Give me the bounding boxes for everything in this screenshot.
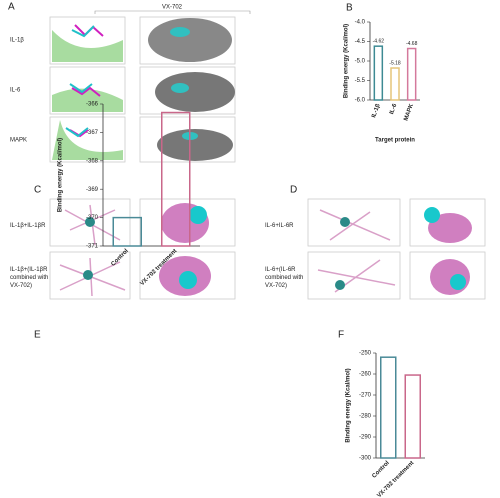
y-axis-title: Binding energy (Kcal/mol) (346, 368, 352, 442)
bar (161, 111, 191, 247)
y-tick-label: -370 (86, 215, 99, 221)
y-tick-label: -367 (86, 130, 99, 136)
y-tick-label: -270 (359, 393, 372, 399)
y-tick-label: -290 (359, 435, 372, 441)
y-tick-label: -4.5 (355, 39, 366, 45)
bar (390, 67, 400, 101)
x-tick-label: Control (371, 460, 391, 480)
bar (373, 45, 384, 101)
y-tick-label: -369 (86, 187, 99, 193)
x-axis-title: Target protein (375, 138, 415, 144)
bar (112, 216, 142, 247)
panel-label: D (290, 185, 297, 196)
bracket (94, 10, 251, 14)
y-tick-label: -260 (359, 372, 372, 378)
x-tick-label: MAPK (403, 103, 415, 122)
row-label: IL-6+IL-6R (265, 223, 294, 229)
row-label: IL-1β (10, 38, 24, 44)
complex-images (49, 198, 486, 300)
bar (406, 47, 417, 101)
panel-label: E (34, 330, 41, 341)
panel-label: F (338, 330, 344, 341)
bar (404, 374, 421, 459)
row-label: IL-1β+IL-1βR (10, 223, 46, 229)
value-label: -4.62 (373, 39, 385, 45)
column-header: VX-702 (162, 5, 183, 11)
row-label: IL-1β+(IL-1βR combined with VX-702) (10, 267, 49, 289)
row-label: IL-6 (10, 88, 21, 94)
y-tick-label: -6.0 (355, 98, 366, 104)
panel-label: B (346, 3, 353, 14)
row-label: MAPK (10, 138, 27, 144)
value-label: -5.18 (389, 60, 401, 66)
y-tick-label: -5.5 (355, 78, 366, 84)
y-tick-label: -366 (86, 102, 99, 108)
x-tick-label: IL-6 (389, 103, 399, 116)
y-tick-label: -371 (86, 244, 99, 250)
y-tick-label: -368 (86, 158, 99, 164)
panel-label: A (8, 2, 15, 13)
y-tick-label: -280 (359, 414, 372, 420)
y-axis-title: Binding energy (Kcal/mol) (58, 138, 64, 212)
panel-label: C (34, 185, 41, 196)
y-axis-title: Binding energy (Kcal/mol) (344, 24, 350, 98)
y-tick-label: -300 (359, 456, 372, 462)
row-label: IL-6+(IL-6R combined with VX-702) (265, 267, 304, 289)
y-tick-label: -4.0 (355, 20, 366, 26)
bar (380, 356, 397, 459)
y-tick-label: -250 (359, 351, 372, 357)
structure-images (49, 16, 236, 163)
y-tick-label: -5.0 (355, 59, 366, 65)
x-tick-label: IL-1β (371, 103, 382, 119)
value-label: -4.68 (406, 41, 418, 47)
